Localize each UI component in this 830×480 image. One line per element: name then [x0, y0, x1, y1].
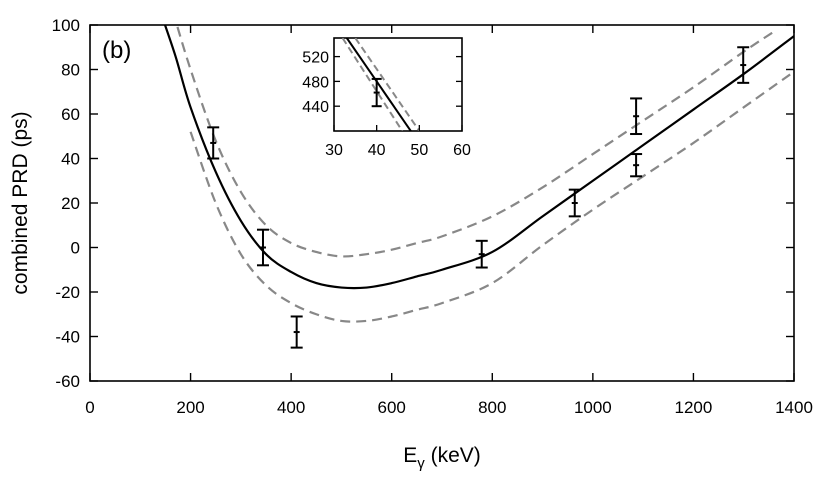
y-tick-label: -40 [55, 328, 80, 347]
y-tick-label: -20 [55, 283, 80, 302]
series-line-2 [175, 25, 775, 258]
inset-line-lower [341, 38, 404, 131]
inset-y-tick-label: 480 [302, 74, 329, 91]
inset-error-bar-point [371, 77, 382, 108]
inset-x-tick-label: 60 [453, 142, 471, 159]
inset-plot: 30 40 50 60 440 480 520 [302, 37, 471, 159]
error-bar-point [568, 188, 581, 218]
tick-group: 0 200 400 600 800 1000 1200 1400 -60 -40 -20 0 20 40 6… [52, 16, 813, 417]
x-axis-label-unit: (keV) [425, 444, 481, 467]
series-line-3 [189, 70, 794, 323]
error-bar-point [475, 239, 488, 269]
error-bar-point [737, 46, 750, 84]
inset-x-tick-label: 40 [368, 142, 386, 159]
panel-label: (b) [102, 37, 131, 64]
x-tick-label: 1400 [775, 398, 813, 417]
x-tick-label: 1200 [675, 398, 713, 417]
x-tick-label: 400 [277, 398, 305, 417]
error-bar-point [207, 126, 220, 160]
y-tick-label: 40 [61, 150, 80, 169]
inset-y-tick-label: 520 [302, 50, 329, 67]
error-bar-point [630, 97, 643, 136]
y-tick-label: -60 [55, 372, 80, 391]
inset-x-tick-label: 30 [325, 142, 343, 159]
inset-line-upper [354, 38, 421, 131]
inset-x-tick-label: 50 [410, 142, 428, 159]
inset-curves-group [341, 38, 421, 131]
x-tick-label: 600 [378, 398, 406, 417]
y-tick-label: 0 [71, 239, 80, 258]
inset-error-bars-group [371, 77, 382, 108]
x-tick-label: 1000 [574, 398, 612, 417]
error-bar-point [290, 315, 303, 349]
inset-line-fit [345, 38, 412, 131]
x-axis-label-main: E [403, 444, 417, 467]
error-bars-group [207, 46, 750, 349]
y-tick-label: 20 [61, 194, 80, 213]
series-line-1 [163, 25, 794, 290]
error-bar-point [630, 153, 643, 178]
inset-y-tick-label: 440 [302, 99, 329, 116]
inset-frame [333, 37, 463, 132]
x-tick-label: 0 [85, 398, 94, 417]
y-tick-label: 60 [61, 105, 80, 124]
y-axis-label: combined PRD (ps) [9, 111, 32, 294]
y-tick-label: 100 [52, 16, 80, 35]
x-tick-label: 200 [176, 398, 204, 417]
inset-tick-group: 30 40 50 60 440 480 520 [302, 50, 471, 159]
x-tick-label: 800 [478, 398, 506, 417]
curves-group [163, 25, 794, 323]
x-axis-label-subscript: γ [417, 455, 425, 472]
x-axis-label: Eγ (keV) [403, 444, 481, 472]
y-tick-label: 80 [61, 61, 80, 80]
error-bar-point [256, 228, 269, 267]
